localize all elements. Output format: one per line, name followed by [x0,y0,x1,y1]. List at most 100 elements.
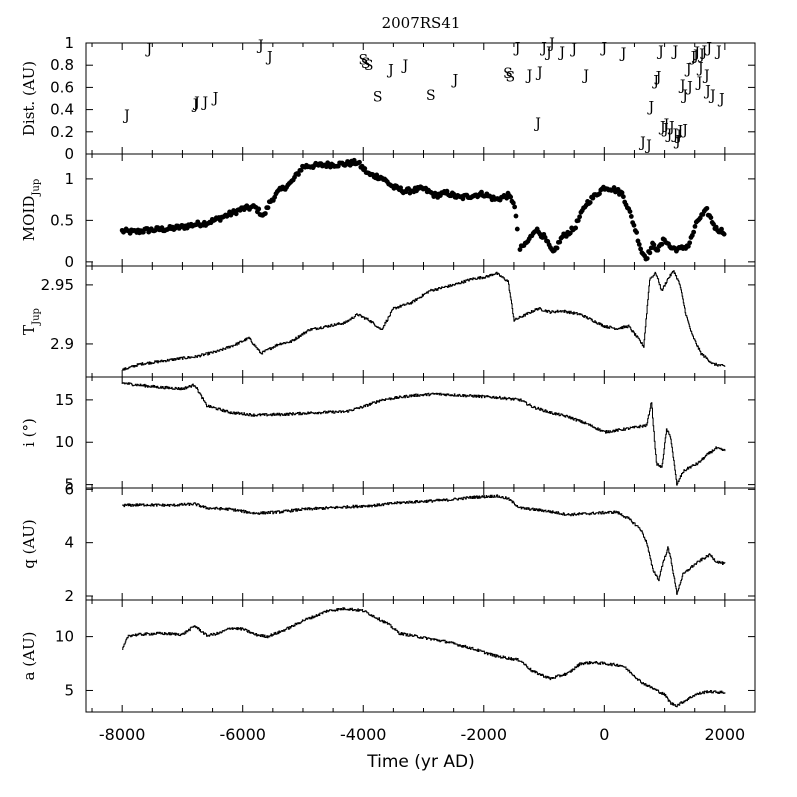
panel-frame [85,599,756,713]
marker-J: J [662,117,670,133]
y-tick-label: 6 [64,480,74,498]
moid-point [597,191,602,197]
marker-J: J [211,90,219,106]
y-tick-label: 0.2 [50,123,74,141]
moid-point [517,247,523,252]
marker-J: J [697,47,705,63]
marker-J: J [619,46,627,62]
moid-point [687,240,693,246]
moid-point [513,213,519,219]
y-axis-label: Dist. (AU) [20,61,38,136]
moid-point [620,194,626,200]
moid-point [634,230,640,235]
marker-J: J [386,63,394,79]
moid-point [631,222,637,228]
y-axis-label-main: Dist. (AU) [20,61,38,136]
moid-point [704,205,710,211]
x-tick-label: 0 [599,725,609,744]
moid-point [648,245,654,251]
marker-J: J [256,38,264,54]
y-tick-label: 2.95 [41,276,74,294]
y-tick-label: 0.6 [50,78,74,96]
moid-point [651,242,657,248]
x-axis: -8000 -6000 -4000 -2000 0 2000 Time (yr AD) [99,725,745,772]
y-tick-label: 2 [64,587,74,605]
marker-J: J [533,116,541,132]
marker-J: J [680,123,688,139]
marker-J: J [638,135,646,151]
y-tick-label: 1 [64,170,74,188]
marker-J: J [684,62,692,78]
marker-J: J [539,40,547,56]
marker-J: J [265,49,273,65]
marker-J: J [644,138,652,154]
y-tick-label: 1 [64,34,74,52]
y-axis-label-main: i (°) [20,418,38,447]
marker-J: J [680,88,688,104]
x-tick-label: 2000 [705,725,746,744]
series-a [122,607,726,708]
marker-J: J [192,95,200,111]
moid-point [719,226,724,232]
marker-J: J [702,68,710,84]
moid-point [575,218,581,223]
marker-J: J [717,92,725,108]
marker-J: J [401,58,409,74]
y-tick-label: 15 [55,391,74,409]
y-axis-label-main: q (AU) [20,519,38,569]
marker-S: S [503,66,513,82]
moid-point [554,245,560,251]
marker-J: J [201,95,209,111]
moid-point [647,250,653,256]
marker-J: J [513,40,521,56]
x-tick-label: -6000 [219,725,266,744]
marker-J: J [700,44,708,60]
marker-J: J [695,75,703,91]
moid-point [296,172,301,177]
series-q [122,494,726,595]
marker-J: J [689,49,697,65]
y-tick-label: 5 [64,476,74,494]
marker-S: S [364,58,374,74]
marker-S: S [361,56,371,72]
moid-point [587,200,593,205]
marker-J: J [144,42,152,58]
x-tick-label: -2000 [461,725,508,744]
chart-title: 2007RS41 [382,14,461,32]
marker-J: J [658,119,666,135]
marker-J: J [691,48,699,64]
moid-point [636,242,642,247]
moid-point [619,190,625,196]
y-axis-label-sub: Jup [31,179,42,197]
marker-J: J [547,36,555,52]
marker-J: J [665,127,673,143]
y-axis-label: MOIDJup [20,179,42,241]
marker-J: J [600,40,608,56]
moid-point [233,211,239,217]
x-tick-labels: -8000 -6000 -4000 -2000 0 2000 [99,725,745,744]
y-tick-label: 2.9 [50,335,74,353]
marker-J: J [678,78,686,94]
y-axis-label-main: MOID [20,196,38,242]
marker-J: J [525,68,533,84]
marker-J: J [569,42,577,58]
moid-point [577,214,583,220]
series-i [122,382,726,486]
y-tick-label: 0 [64,253,74,271]
y-tick-label: 0.8 [50,56,74,74]
moid-point [508,194,514,200]
marker-J: J [675,124,683,140]
y-axis-label-main: T [20,325,38,335]
marker-J: J [191,97,199,113]
marker-J: J [647,99,655,115]
marker-J: J [651,74,659,90]
moid-point [510,200,516,206]
marker-J: J [703,84,711,100]
marker-S: S [358,53,368,69]
moid-point [692,224,698,229]
panel-6: 5 10 a (AU) [20,599,756,713]
marker-J: J [692,45,700,61]
